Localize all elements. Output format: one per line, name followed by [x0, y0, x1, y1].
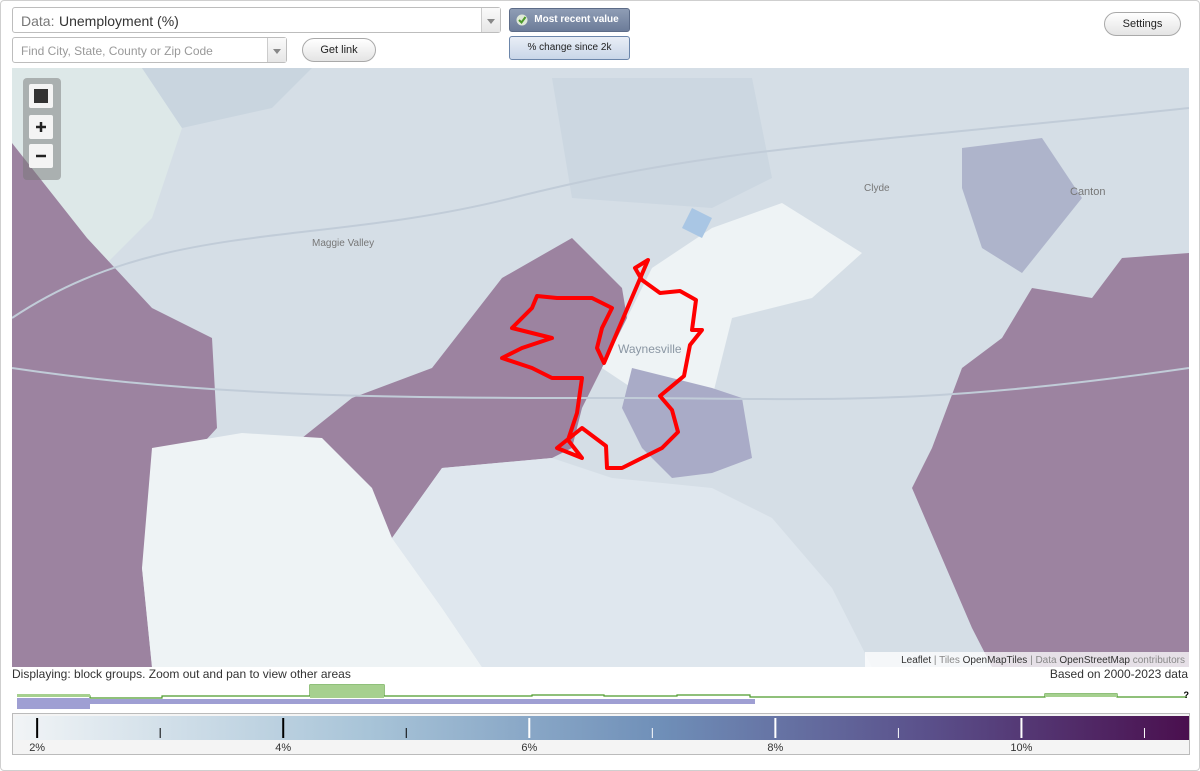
- unknown-marker: ?: [1184, 690, 1190, 700]
- data-value: Unemployment (%): [59, 13, 179, 29]
- attribution-link[interactable]: Leaflet: [901, 655, 931, 666]
- check-icon: [516, 14, 528, 26]
- lake: [682, 208, 712, 238]
- attribution-link[interactable]: OpenStreetMap: [1059, 655, 1130, 666]
- place-label: Waynesville: [618, 342, 682, 356]
- legend-tick-label: 10%: [1010, 742, 1032, 754]
- data-label: Data:: [21, 13, 55, 29]
- based-on-note: Based on 2000-2023 data: [1049, 667, 1188, 681]
- color-ramp: [15, 716, 1190, 740]
- attribution-text: Data: [1035, 655, 1057, 666]
- region: [912, 253, 1189, 667]
- road: [12, 107, 1189, 319]
- region: [602, 203, 862, 398]
- road: [12, 367, 1189, 401]
- legend-tick-label: 8%: [767, 742, 783, 754]
- settings-button[interactable]: Settings: [1104, 12, 1181, 36]
- place-label: Clyde: [864, 183, 890, 194]
- search-box[interactable]: Find City, State, County or Zip Code: [12, 37, 287, 63]
- selected-area: [500, 258, 704, 470]
- attribution-text: Tiles: [939, 655, 960, 666]
- dropdown-arrow: [481, 8, 500, 32]
- legend-scale: 2% 4% 6% 8% 10%: [15, 716, 1190, 754]
- most-recent-toggle[interactable]: Most recent value: [509, 8, 630, 32]
- region: [12, 143, 217, 667]
- search-placeholder: Find City, State, County or Zip Code: [21, 44, 213, 58]
- most-recent-label: Most recent value: [534, 14, 619, 25]
- legend-tick-label: 6%: [521, 742, 537, 754]
- zoom-control: [23, 78, 61, 180]
- region: [302, 238, 632, 548]
- attribution: Leaflet | Tiles OpenMapTiles | Data Open…: [901, 655, 1185, 666]
- attribution-bg: [865, 652, 1189, 667]
- map[interactable]: Maggie Valley Clyde Canton Waynesville L…: [12, 68, 1189, 667]
- region: [552, 78, 772, 208]
- region: [142, 68, 312, 128]
- region: [962, 138, 1082, 273]
- attribution-text: contributors: [1133, 655, 1185, 666]
- place-label: Canton: [1070, 186, 1105, 198]
- region: [392, 458, 872, 667]
- pct-change-toggle[interactable]: % change since 2k: [509, 36, 630, 60]
- displaying-note: Displaying: block groups. Zoom out and p…: [12, 667, 351, 681]
- attribution-link[interactable]: OpenMapTiles: [963, 655, 1028, 666]
- legend-tick-label: 4%: [275, 742, 291, 754]
- data-select[interactable]: Data: Unemployment (%): [12, 7, 501, 33]
- region: [142, 433, 482, 667]
- legend-tick-label: 2%: [29, 742, 45, 754]
- histogram: ?: [17, 684, 1190, 709]
- get-link-button[interactable]: Get link: [302, 38, 376, 62]
- dropdown-arrow: [267, 38, 286, 62]
- legend: 2% 4% 6% 8% 10%: [12, 713, 1190, 755]
- place-label: Maggie Valley: [312, 238, 374, 249]
